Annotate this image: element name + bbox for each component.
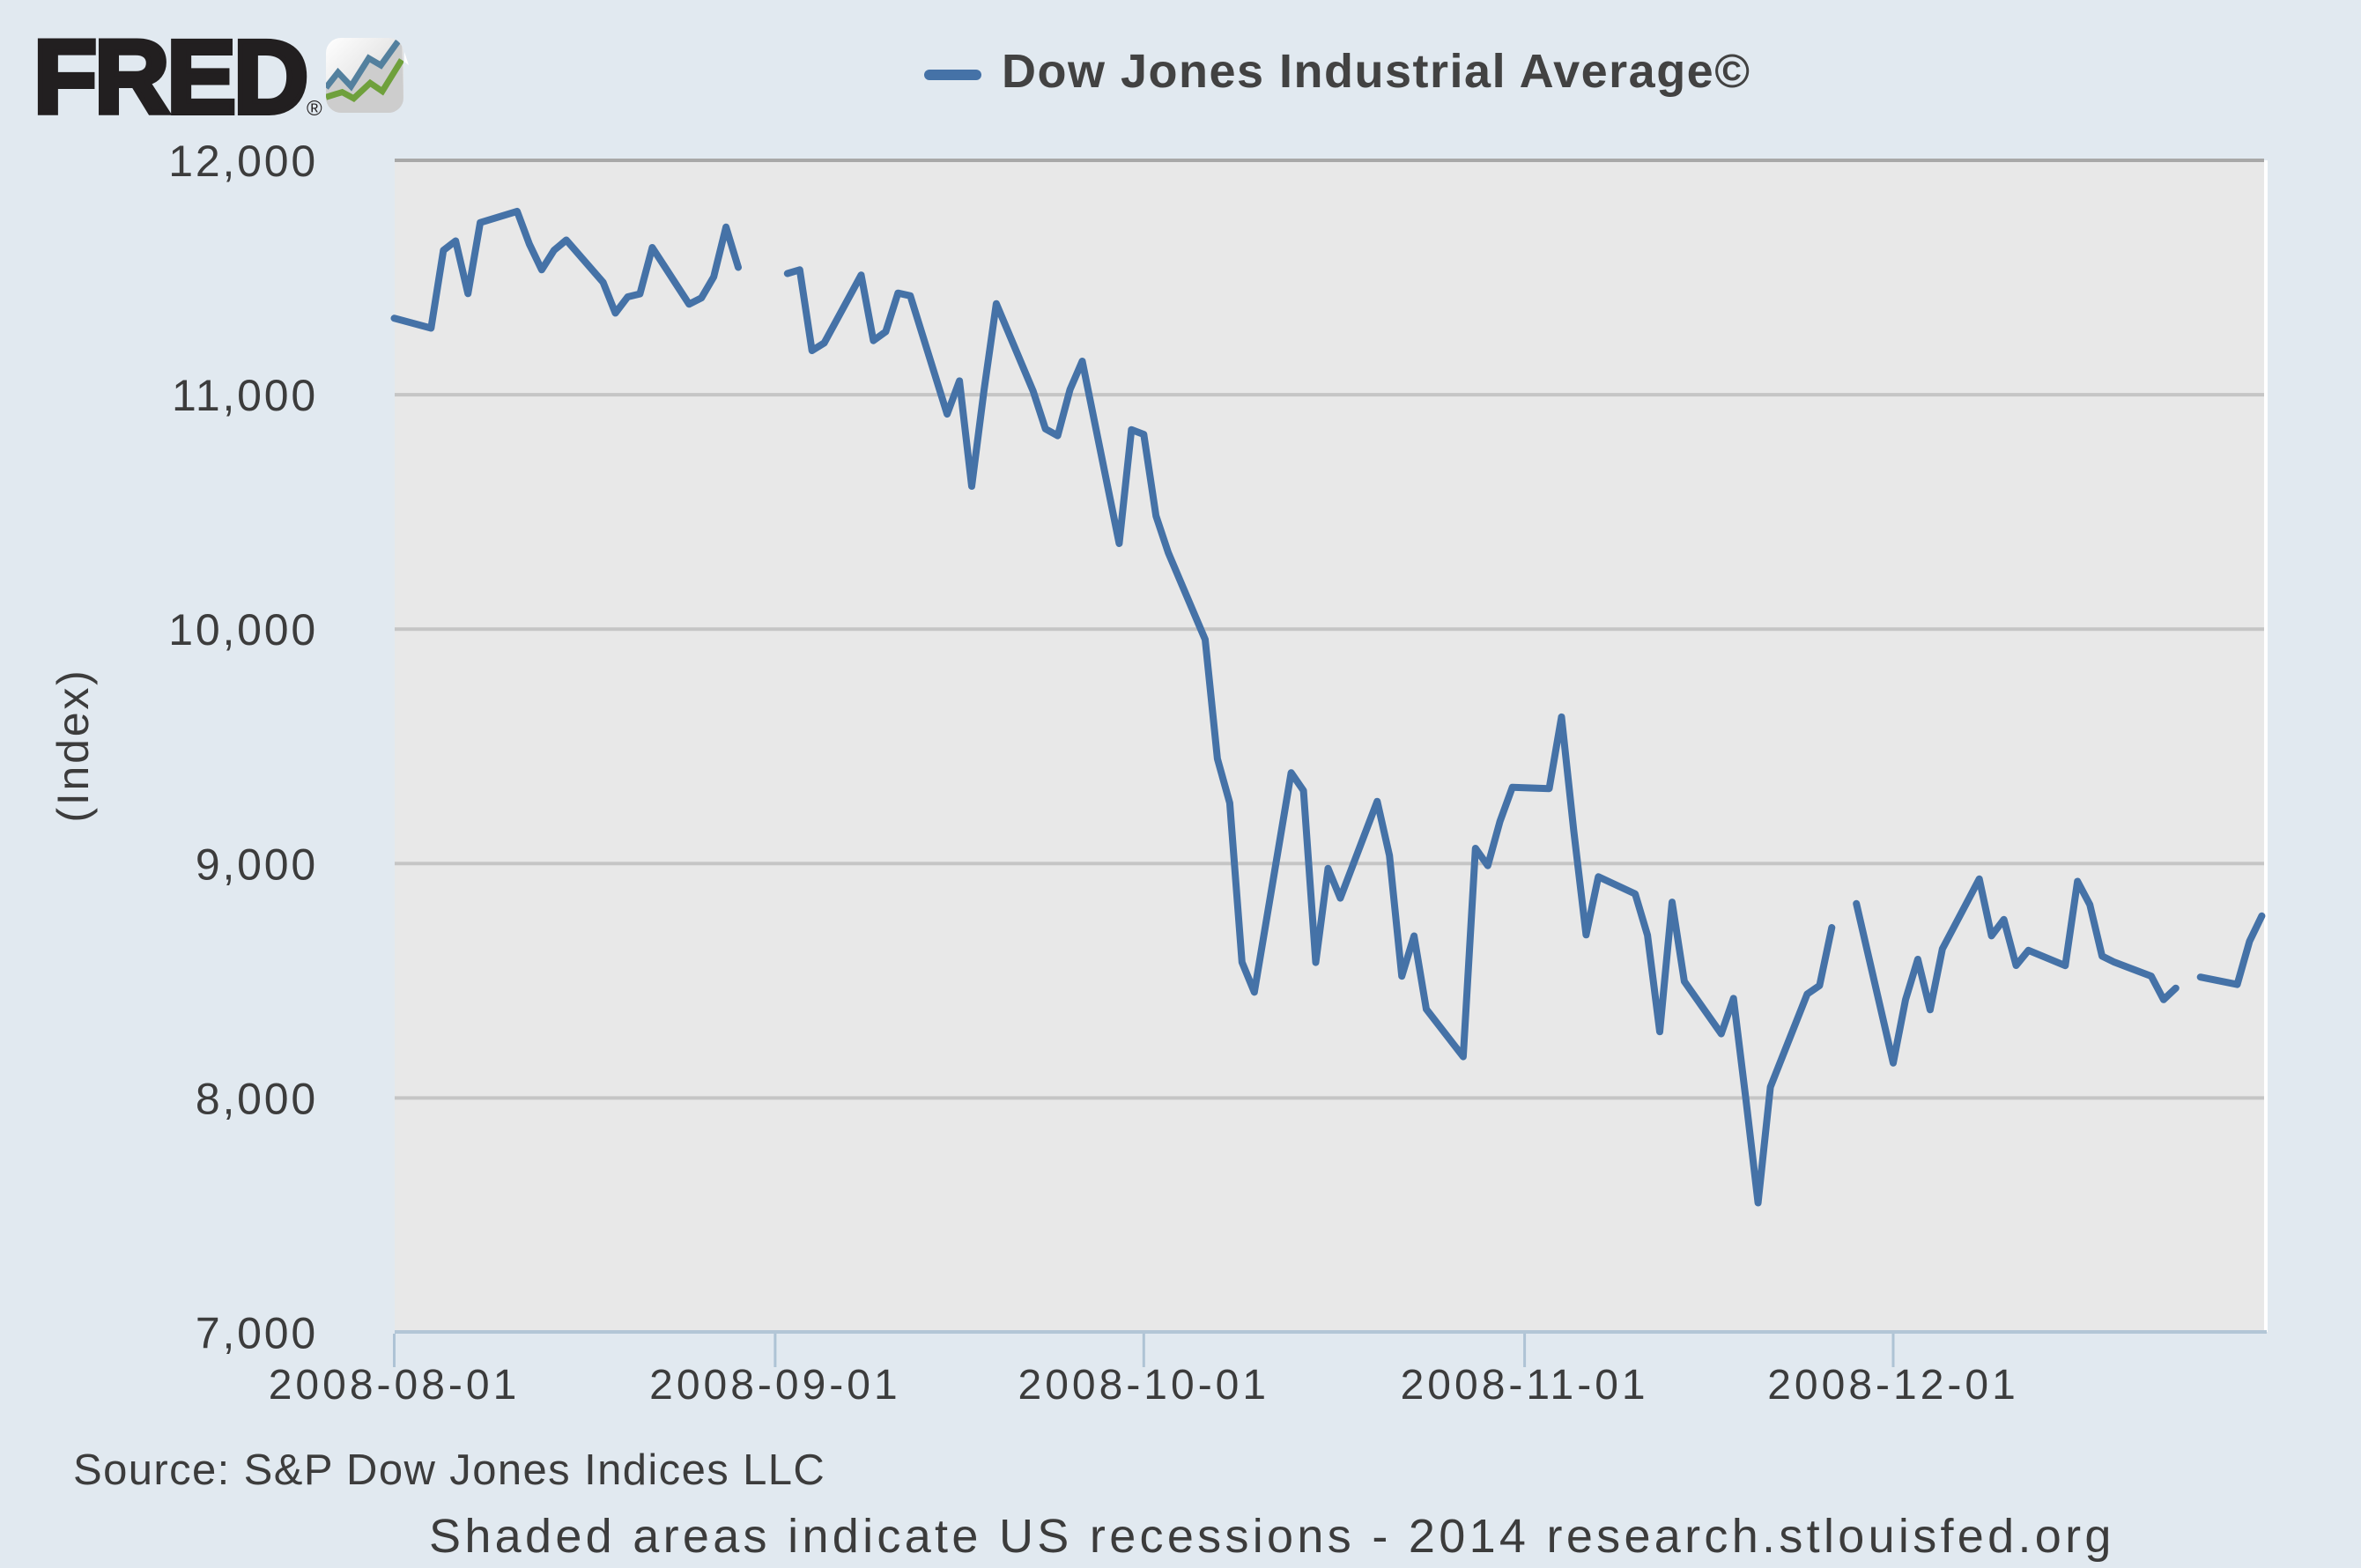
svg-text:2008-08-01: 2008-08-01	[269, 1362, 521, 1409]
svg-text:10,000: 10,000	[168, 605, 318, 655]
svg-text:2008-09-01: 2008-09-01	[649, 1362, 901, 1409]
svg-text:FRED: FRED	[33, 19, 306, 136]
svg-text:2008-12-01: 2008-12-01	[1767, 1362, 2019, 1409]
svg-text:(Index): (Index)	[48, 668, 98, 822]
svg-text:2008-11-01: 2008-11-01	[1401, 1362, 1649, 1409]
svg-text:Shaded areas indicate US reces: Shaded areas indicate US recessions - 20…	[429, 1510, 2115, 1563]
svg-text:9,000: 9,000	[196, 839, 318, 889]
svg-text:8,000: 8,000	[196, 1074, 318, 1123]
svg-text:11,000: 11,000	[172, 371, 318, 420]
svg-text:Source: S&P Dow Jones Indices: Source: S&P Dow Jones Indices LLC	[73, 1446, 825, 1494]
svg-text:®: ®	[307, 97, 322, 121]
svg-text:7,000: 7,000	[196, 1309, 318, 1358]
svg-text:Dow Jones Industrial Average©: Dow Jones Industrial Average©	[1002, 45, 1751, 98]
svg-text:12,000: 12,000	[168, 137, 318, 186]
svg-text:2008-10-01: 2008-10-01	[1018, 1362, 1270, 1409]
